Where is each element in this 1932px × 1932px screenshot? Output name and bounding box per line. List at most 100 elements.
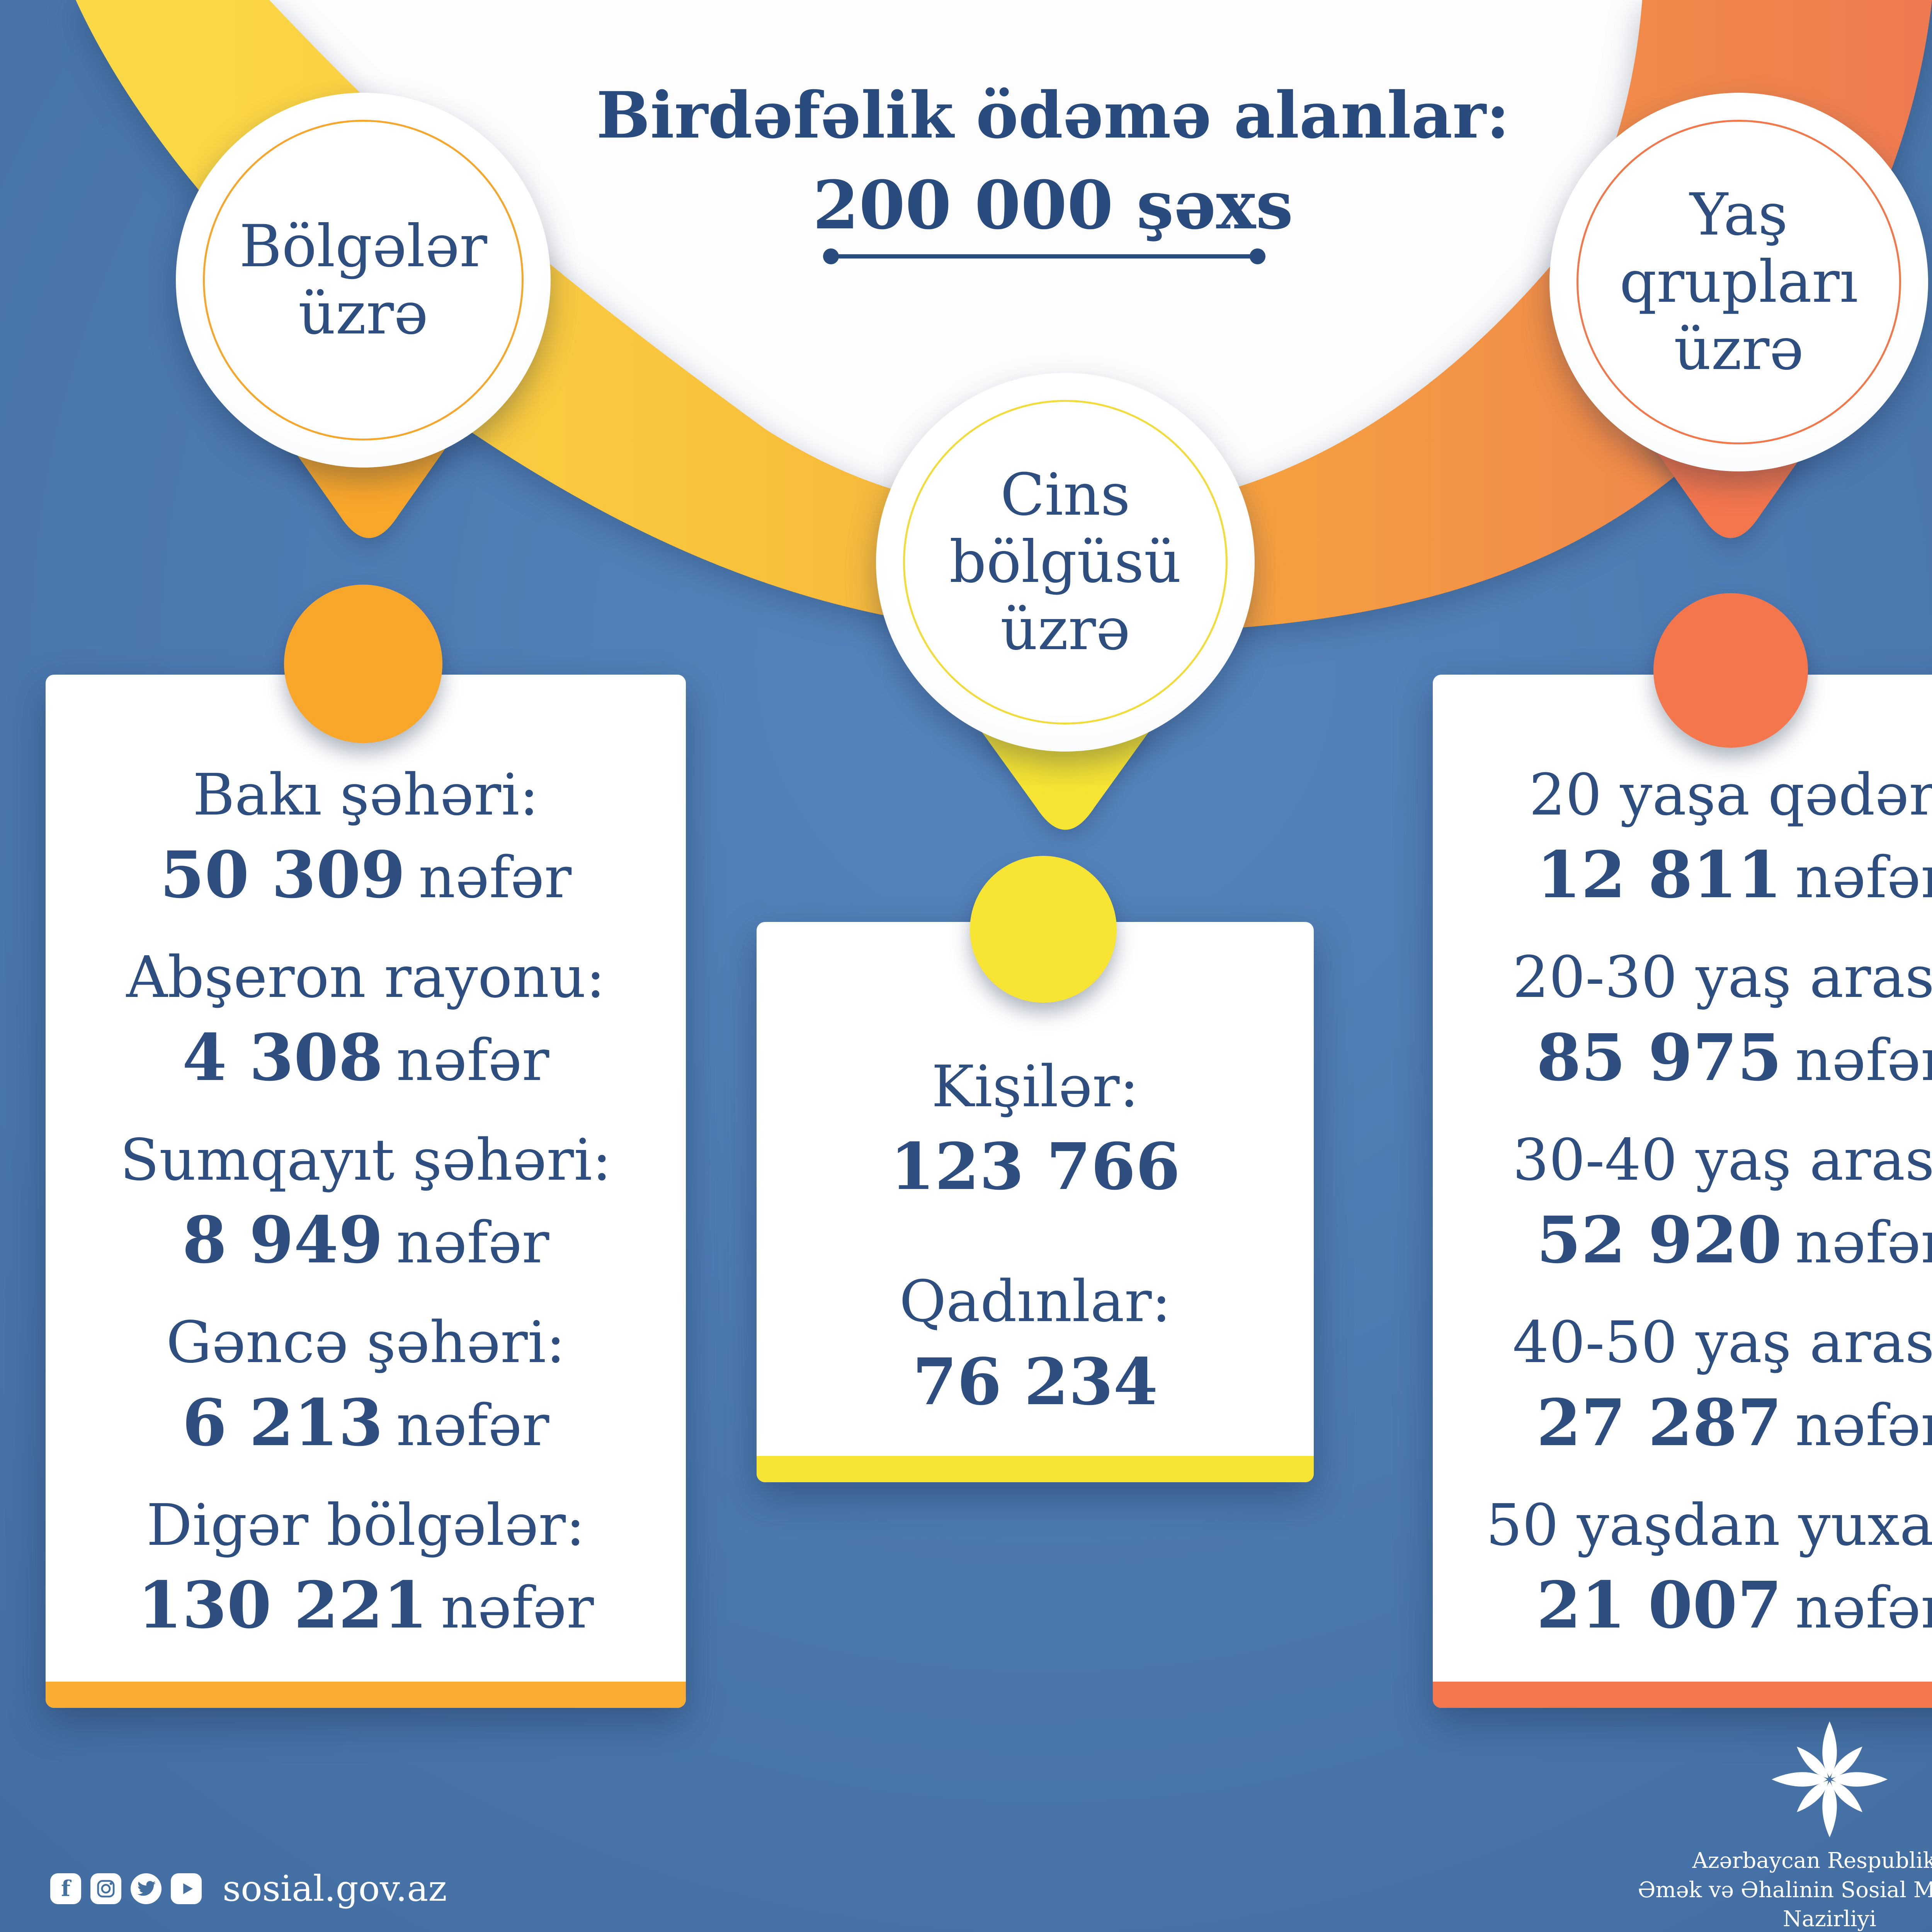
stat-row: 30-40 yaş arası: 52 920nəfər	[1444, 1123, 1932, 1284]
label-line: Bölgələr	[239, 213, 487, 280]
stat-row: Abşeron rayonu: 4 308 nəfər	[57, 940, 674, 1101]
stat-value: 12 811nəfər	[1444, 832, 1932, 918]
stat-row: 20 yaşa qədər: 12 811nəfər	[1444, 758, 1932, 918]
card-age: 20 yaşa qədər: 12 811nəfər 20-30 yaş ara…	[1433, 675, 1932, 1708]
stat-row: Bakı şəhəri: 50 309 nəfər	[57, 758, 674, 918]
twitter-icon[interactable]	[131, 1873, 162, 1904]
stat-value: 123 766	[768, 1124, 1302, 1210]
stat-label: Gəncə şəhəri:	[166, 1309, 566, 1376]
ministry-line1: Azərbaycan Respublikası	[1692, 1848, 1932, 1873]
connector-dot-age	[1653, 593, 1808, 748]
stat-number: 21 007	[1536, 1568, 1782, 1643]
title-divider	[823, 248, 1265, 264]
stat-row: Qadınlar: 76 234	[768, 1264, 1302, 1425]
stat-unit: nəfər	[418, 844, 572, 911]
stat-row: Sumqayıt şəhəri: 8 949 nəfər	[57, 1123, 674, 1284]
category-label-gender: Cins bölgüsü üzrə	[949, 461, 1182, 663]
category-circle-age: Yaş qrupları üzrə	[1549, 93, 1928, 471]
facebook-glyph: f	[61, 1876, 71, 1901]
stat-label: Digər bölgələr:	[146, 1492, 585, 1558]
stat-row: 50 yaşdan yuxarı: 21 007nəfər	[1444, 1488, 1932, 1649]
stat-label: 30-40 yaş arası:	[1512, 1126, 1932, 1193]
stat-unit: nəfər	[396, 1392, 549, 1459]
stat-number: 123 766	[890, 1129, 1180, 1205]
category-circle-regions: Bölgələr üzrə	[176, 93, 551, 468]
stat-number: 27 287	[1536, 1385, 1782, 1461]
stat-number: 6 213	[182, 1385, 383, 1461]
stat-row: Kişilər: 123 766	[768, 1049, 1302, 1210]
label-line: Cins	[1000, 461, 1131, 529]
ribbon-band	[76, 0, 1932, 634]
youtube-icon[interactable]	[171, 1873, 202, 1904]
stat-number: 130 221	[138, 1568, 428, 1643]
ministry-logo-star-icon	[1772, 1721, 1888, 1837]
site-url[interactable]: sosial.gov.az	[223, 1868, 447, 1909]
stat-number: 12 811	[1536, 837, 1782, 913]
stat-unit: nəfər	[1795, 1392, 1932, 1459]
stat-value: 50 309 nəfər	[57, 832, 674, 918]
stat-label: Bakı şəhəri:	[192, 762, 539, 828]
stat-number: 85 975	[1536, 1020, 1782, 1095]
title-line2: 200 000 şəxs	[813, 166, 1293, 245]
label-line: üzrə	[1000, 596, 1131, 663]
label-line: qrupları	[1619, 248, 1858, 316]
stat-label: 50 yaşdan yuxarı:	[1486, 1492, 1932, 1558]
stat-number: 76 234	[912, 1344, 1158, 1420]
label-line: üzrə	[298, 280, 429, 347]
twitter-glyph	[137, 1881, 156, 1896]
ministry-block: Azərbaycan Respublikası Əmək və Əhalinin…	[1588, 1716, 1932, 1932]
category-label-regions: Bölgələr üzrə	[239, 213, 487, 347]
footer-social-bar: f sosial.gov.az	[50, 1868, 447, 1909]
facebook-icon[interactable]: f	[50, 1873, 81, 1904]
stat-value: 21 007nəfər	[1444, 1562, 1932, 1649]
card-regions: Bakı şəhəri: 50 309 nəfər Abşeron rayonu:…	[46, 675, 686, 1708]
stat-label: 40-50 yaş arası:	[1512, 1309, 1932, 1376]
stat-unit: nəfər	[1795, 844, 1932, 911]
stat-unit: nəfər	[396, 1027, 549, 1094]
stat-row: 40-50 yaş arası: 27 287nəfər	[1444, 1305, 1932, 1466]
stat-label: 20 yaşa qədər:	[1529, 762, 1932, 828]
stat-row: 20-30 yaş arası: 85 975nəfər	[1444, 940, 1932, 1101]
instagram-icon[interactable]	[90, 1873, 121, 1904]
stat-value: 130 221 nəfər	[57, 1562, 674, 1649]
stat-value: 8 949 nəfər	[57, 1197, 674, 1284]
stat-unit: nəfər	[440, 1575, 594, 1641]
stat-label: Abşeron rayonu:	[126, 944, 605, 1011]
stat-label: Sumqayıt şəhəri:	[120, 1126, 612, 1193]
stat-unit: nəfər	[396, 1209, 549, 1276]
stat-unit: nəfər	[1795, 1209, 1932, 1276]
label-line: üzrə	[1673, 316, 1804, 383]
card-age-rows: 20 yaşa qədər: 12 811nəfər 20-30 yaş ara…	[1433, 675, 1932, 1649]
ministry-line2: Əmək və Əhalinin Sosial Müdafiəsi Nazirl…	[1638, 1877, 1932, 1932]
stat-value: 27 287nəfər	[1444, 1380, 1932, 1466]
stat-label: 20-30 yaş arası:	[1512, 944, 1932, 1011]
stat-number: 50 309	[160, 837, 406, 913]
stat-value: 85 975nəfər	[1444, 1015, 1932, 1101]
label-line: Yaş	[1690, 181, 1788, 248]
category-label-age: Yaş qrupları üzrə	[1619, 181, 1858, 383]
instagram-glyph	[97, 1880, 115, 1898]
stat-row: Gəncə şəhəri: 6 213 nəfər	[57, 1305, 674, 1466]
stat-number: 4 308	[182, 1020, 383, 1095]
stat-unit: nəfər	[1795, 1027, 1932, 1094]
stat-number: 8 949	[182, 1202, 383, 1278]
stat-number: 52 920	[1536, 1202, 1782, 1278]
card-gender: Kişilər: 123 766 Qadınlar: 76 234	[757, 922, 1314, 1482]
card-regions-rows: Bakı şəhəri: 50 309 nəfər Abşeron rayonu:…	[46, 675, 686, 1649]
card-gender-rows: Kişilər: 123 766 Qadınlar: 76 234	[757, 922, 1314, 1425]
page-title: Birdəfəlik ödəmə alanlar: 200 000 şəxs	[522, 75, 1584, 247]
stat-value: 4 308 nəfər	[57, 1015, 674, 1101]
connector-dot-gender	[970, 856, 1117, 1003]
stat-value: 6 213 nəfər	[57, 1380, 674, 1466]
title-line1: Birdəfəlik ödəmə alanlar:	[596, 78, 1510, 153]
youtube-glyph	[183, 1883, 193, 1894]
stat-label: Kişilər:	[931, 1053, 1139, 1120]
stat-value: 52 920nəfər	[1444, 1197, 1932, 1284]
stat-value: 76 234	[768, 1339, 1302, 1425]
stat-unit: nəfər	[1795, 1575, 1932, 1641]
connector-dot-regions	[284, 585, 442, 743]
category-circle-gender: Cins bölgüsü üzrə	[876, 373, 1255, 752]
stat-label: Qadınlar:	[899, 1268, 1171, 1335]
stat-row: Digər bölgələr: 130 221 nəfər	[57, 1488, 674, 1649]
